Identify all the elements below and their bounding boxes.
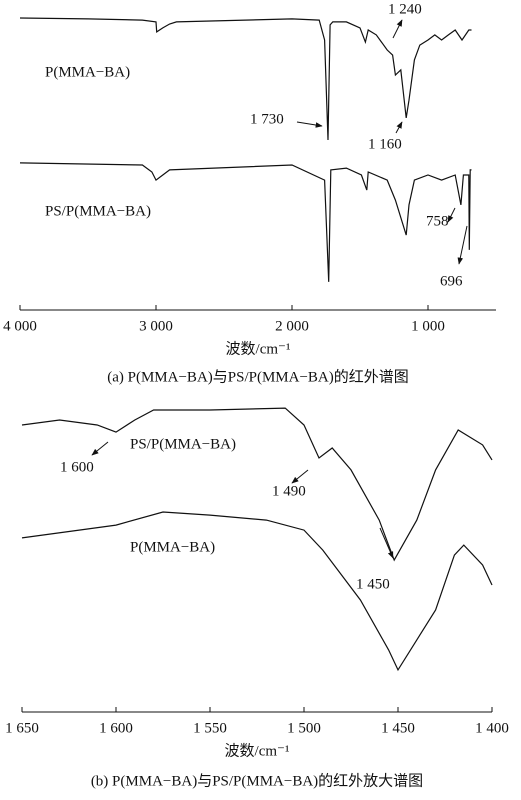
- spectrum-line: [21, 511, 493, 672]
- annotation: 758: [426, 213, 449, 229]
- annotation: 1 730: [250, 111, 284, 127]
- spectrum-line: [19, 17, 472, 141]
- series-label: PS/P(MMA−BA): [45, 203, 151, 219]
- arrow: [379, 527, 394, 559]
- x-tick-label: 1 400: [475, 720, 509, 736]
- arrow: [457, 225, 468, 265]
- x-axis-label: 波数/cm⁻¹: [225, 742, 290, 759]
- arrow: [91, 441, 109, 456]
- series-label: P(MMA−BA): [45, 64, 130, 80]
- series-label: PS/P(MMA−BA): [130, 436, 236, 452]
- arrow: [447, 207, 456, 223]
- arrows: [91, 19, 468, 559]
- series-label: P(MMA−BA): [130, 539, 215, 555]
- x-tick-label: 2 000: [275, 318, 309, 334]
- annotation: 1 240: [388, 1, 422, 17]
- annotation: 696: [440, 273, 463, 289]
- annotation: 1 490: [272, 483, 306, 499]
- x-tick-label: 1 000: [411, 318, 445, 334]
- arrow: [395, 121, 403, 134]
- annotation: 1 450: [356, 576, 390, 592]
- annotation: 1 600: [60, 459, 94, 475]
- x-axis-label: 波数/cm⁻¹: [226, 340, 291, 357]
- arrow: [392, 19, 403, 39]
- caption: (b) P(MMA−BA)与PS/P(MMA−BA)的红外放大谱图: [91, 772, 423, 789]
- x-tick-label: 3 000: [139, 318, 173, 334]
- x-tick-label: 4 000: [3, 318, 37, 334]
- x-tick-label: 1 550: [193, 720, 227, 736]
- spectrum-line: [19, 162, 472, 282]
- x-tick-label: 1 500: [287, 720, 321, 736]
- caption: (a) P(MMA−BA)与PS/P(MMA−BA)的红外谱图: [107, 368, 409, 385]
- spectrum-line: [21, 407, 493, 562]
- annotation: 1 160: [368, 136, 402, 152]
- x-tick-label: 1 450: [381, 720, 415, 736]
- arrow: [296, 121, 323, 128]
- x-tick-label: 1 650: [5, 720, 39, 736]
- x-tick-label: 1 600: [99, 720, 133, 736]
- arrow: [291, 469, 309, 484]
